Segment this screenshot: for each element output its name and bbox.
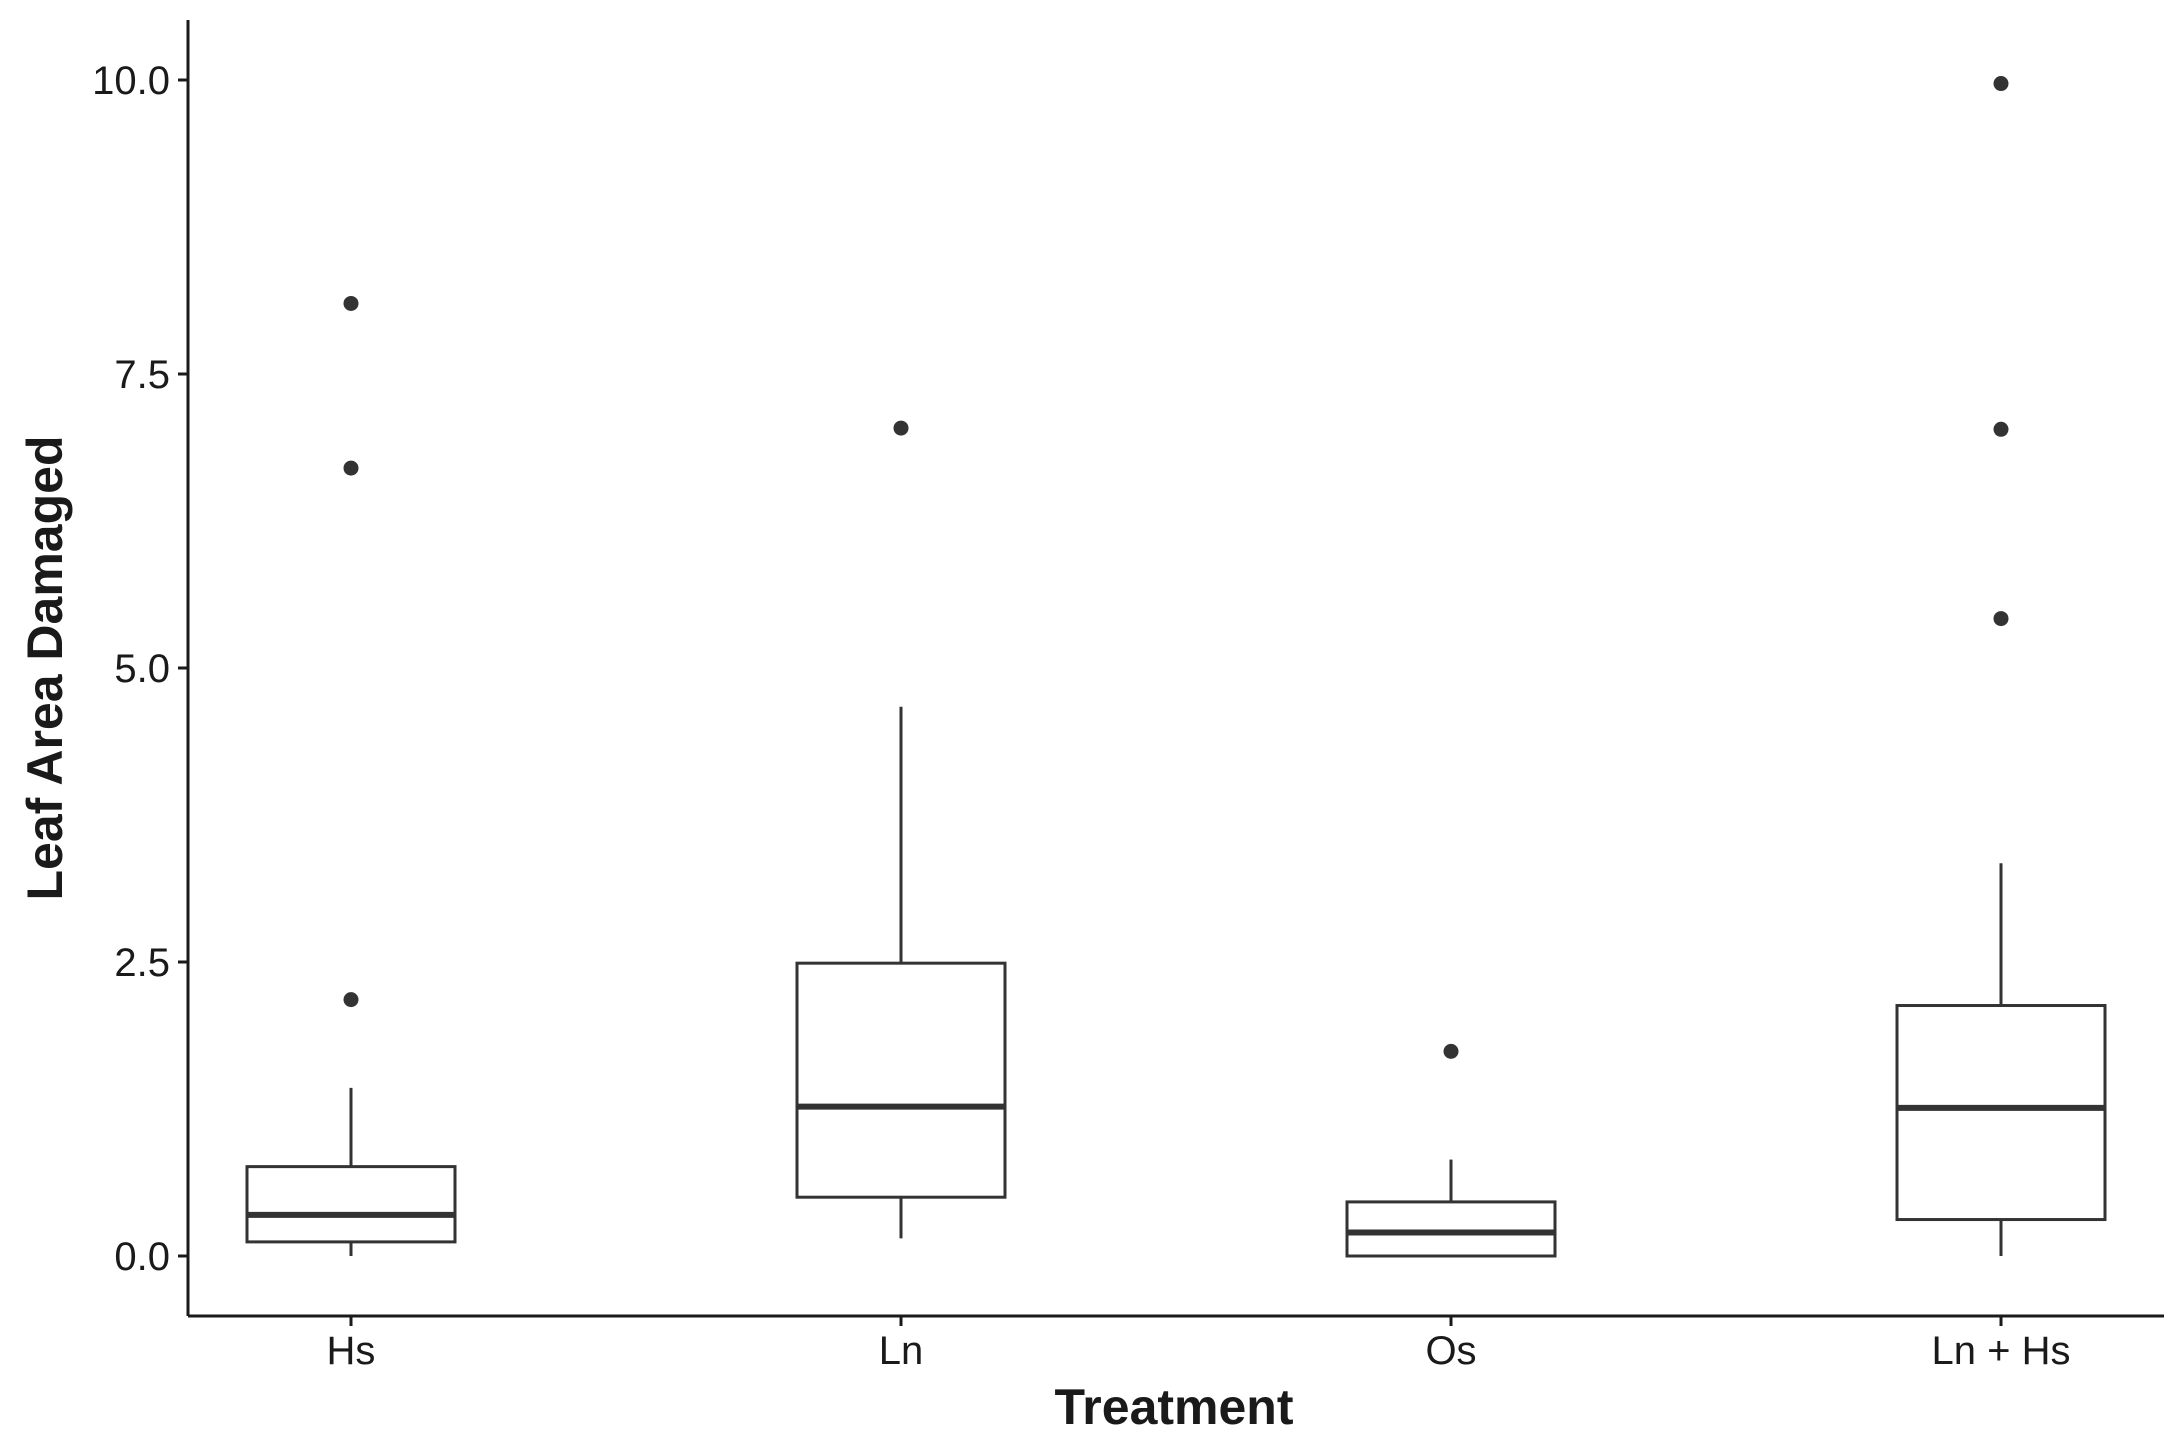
box-group <box>1895 76 2107 1256</box>
outlier-point <box>343 992 359 1008</box>
x-tick-label: Ln <box>879 1329 924 1373</box>
box-group <box>245 295 457 1256</box>
y-tick-label: 10.0 <box>92 59 170 103</box>
iqr-box <box>1895 1004 2107 1222</box>
x-axis-title: Treatment <box>1055 1379 1294 1435</box>
x-tick-label: Ln + Hs <box>1932 1329 2071 1373</box>
y-axis-ticks: 0.0 2.5 5.0 7.5 10.0 <box>92 59 188 1279</box>
outlier-point <box>343 295 359 311</box>
box-group <box>795 420 1007 1239</box>
outlier-point <box>343 460 359 476</box>
outlier-point <box>893 420 909 436</box>
outlier-point <box>1443 1043 1459 1059</box>
x-tick-label: Os <box>1425 1329 1476 1373</box>
x-tick-label: Hs <box>327 1329 376 1373</box>
y-tick-label: 2.5 <box>114 941 170 985</box>
iqr-box <box>1345 1200 1557 1258</box>
y-tick-label: 0.0 <box>114 1235 170 1279</box>
plot-area <box>245 76 2107 1258</box>
outlier-point <box>1993 611 2009 627</box>
outlier-point <box>1993 76 2009 92</box>
box-group <box>1345 1043 1557 1258</box>
y-axis-title: Leaf Area Damaged <box>17 436 73 901</box>
y-tick-label: 7.5 <box>114 353 170 397</box>
y-tick-label: 5.0 <box>114 647 170 691</box>
iqr-box <box>245 1165 457 1244</box>
iqr-box <box>795 961 1007 1199</box>
outlier-point <box>1993 421 2009 437</box>
